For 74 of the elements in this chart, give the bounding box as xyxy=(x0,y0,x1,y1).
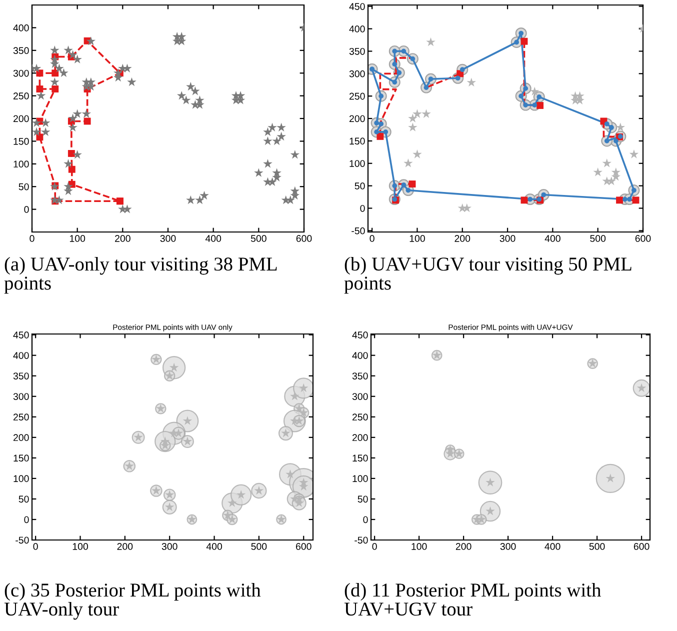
y-tick-label: 350 xyxy=(352,372,368,380)
y-tick-label: 150 xyxy=(350,138,365,145)
y-tick-label: 150 xyxy=(352,454,368,462)
y-tick-label: 100 xyxy=(350,160,365,167)
y-tick-label: 100 xyxy=(352,475,368,482)
y-tick-label: 200 xyxy=(13,434,29,442)
x-tick-label: 400 xyxy=(206,543,222,550)
y-tick-label: 350 xyxy=(13,47,29,54)
y-tick-label: 150 xyxy=(14,138,29,145)
x-tick-label: 200 xyxy=(117,543,133,550)
y-tick-label: 400 xyxy=(352,352,368,359)
x-tick-label: 600 xyxy=(296,543,312,550)
y-tick-label: 100 xyxy=(14,160,29,168)
x-tick-label: 0 xyxy=(33,543,38,550)
y-tick-label: 400 xyxy=(13,352,29,359)
y-tick-label: -50 xyxy=(16,536,29,544)
x-tick-label: 200 xyxy=(454,235,470,242)
x-tick-label: 500 xyxy=(250,235,266,242)
x-tick-label: 100 xyxy=(412,543,427,550)
y-tick-label: 250 xyxy=(352,414,368,421)
y-tick-label: 50 xyxy=(18,496,29,503)
y-tick-label: 400 xyxy=(349,26,365,32)
x-tick-label: 600 xyxy=(634,543,650,550)
y-tick-label: 200 xyxy=(13,115,29,122)
y-tick-label: 350 xyxy=(349,48,365,55)
x-tick-label: 500 xyxy=(251,543,267,550)
y-tick-label: 50 xyxy=(358,496,368,503)
y-tick-label: 300 xyxy=(352,393,368,400)
y-tick-label: 400 xyxy=(13,24,29,32)
text: (d) 11 Posterior PML points with UAV+UGV tour xyxy=(344,583,602,616)
y-tick-label: 300 xyxy=(13,70,29,77)
text: (b) UAV+UGV tour visiting 50 PML points xyxy=(344,257,632,294)
x-tick-label: 0 xyxy=(372,543,377,550)
y-tick-label: -50 xyxy=(352,227,365,234)
y-tick-label: 150 xyxy=(14,454,29,462)
y-tick-label: 0 xyxy=(360,204,365,212)
text: (a) UAV-only tour visiting 38 PML points xyxy=(4,257,277,294)
x-tick-label: 100 xyxy=(70,235,86,242)
x-tick-label: 100 xyxy=(410,235,425,242)
x-tick-label: 400 xyxy=(544,235,560,242)
x-tick-label: 300 xyxy=(500,235,516,242)
y-tick-label: 200 xyxy=(352,434,368,442)
x-tick-label: 200 xyxy=(115,235,130,242)
y-tick-label: 0 xyxy=(24,206,29,213)
y-tick-label: 200 xyxy=(349,115,365,122)
y-tick-label: 250 xyxy=(13,92,29,100)
text: (c) 35 Posterior PML points with UAV-only tour xyxy=(4,583,261,620)
x-tick-label: 400 xyxy=(544,543,560,550)
x-tick-label: 500 xyxy=(589,543,605,550)
y-tick-label: 450 xyxy=(349,3,365,10)
y-tick-label: 300 xyxy=(349,70,365,78)
y-tick-label: 0 xyxy=(363,516,368,524)
x-tick-label: 600 xyxy=(296,235,312,242)
x-tick-label: 300 xyxy=(160,235,176,242)
y-tick-label: 250 xyxy=(13,414,29,421)
x-tick-label: 400 xyxy=(205,235,222,242)
x-tick-label: 200 xyxy=(456,543,472,550)
y-tick-label: 300 xyxy=(13,393,29,400)
y-tick-label: 450 xyxy=(13,332,29,338)
y-tick-label: 350 xyxy=(13,372,29,380)
x-tick-label: 100 xyxy=(72,543,88,550)
x-tick-label: 0 xyxy=(30,235,34,242)
y-tick-label: 250 xyxy=(349,92,365,100)
y-tick-label: 100 xyxy=(14,475,29,482)
y-tick-label: 50 xyxy=(18,183,29,190)
x-tick-label: 500 xyxy=(590,235,606,242)
x-tick-label: 300 xyxy=(162,543,178,550)
x-tick-label: 600 xyxy=(635,235,651,242)
y-tick-label: 50 xyxy=(354,182,365,190)
y-tick-label: 450 xyxy=(352,332,368,338)
x-tick-label: 300 xyxy=(500,543,516,550)
y-tick-label: 0 xyxy=(24,516,29,524)
y-tick-label: -50 xyxy=(354,536,368,544)
x-tick-label: 0 xyxy=(370,235,374,242)
